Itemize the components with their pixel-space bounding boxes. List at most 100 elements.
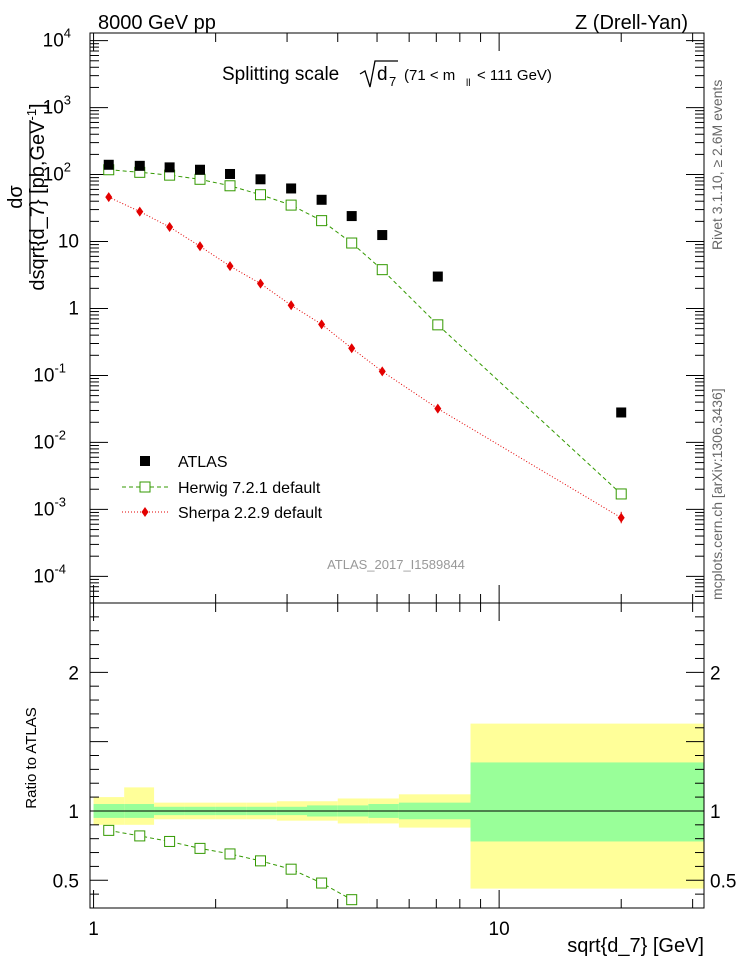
y-tick-label: 10-3 xyxy=(33,494,66,520)
sherpa-line xyxy=(108,196,622,519)
sherpa-point xyxy=(196,241,204,252)
herwig-point xyxy=(254,189,266,201)
ratio-panel: 0.5 0.5 1 1 2 2 1 10 xyxy=(53,602,736,940)
herwig-ratio-point xyxy=(346,894,358,906)
main-y-label-close: ] xyxy=(27,103,49,109)
mcplots-label: mcplots.cern.ch [arXiv:1306.3436] xyxy=(709,388,725,600)
herwig-point xyxy=(194,173,206,185)
herwig-point xyxy=(376,264,388,276)
herwig-point xyxy=(285,199,297,211)
herwig-point xyxy=(432,319,444,331)
atlas-point xyxy=(255,174,266,185)
y-tick-label-base: 10 xyxy=(43,31,64,52)
y-tick-label-base: 10 xyxy=(33,499,54,520)
atlas-point xyxy=(134,160,145,171)
y-tick-label-exp: 2 xyxy=(64,160,71,175)
atlas-point xyxy=(286,183,297,194)
y-tick-label-exp: -3 xyxy=(54,494,66,509)
ratio-y-label: Ratio to ATLAS xyxy=(23,707,40,808)
y-tick-label-exp: -1 xyxy=(54,360,66,375)
main-y-label-top: dσ xyxy=(5,185,27,209)
plot-title-range-sub: ll xyxy=(466,78,470,89)
y-tick-label: 10 xyxy=(58,232,79,253)
sherpa-point xyxy=(226,261,234,272)
x-tick-label: 1 xyxy=(88,919,99,940)
herwig-ratio-point xyxy=(254,855,266,867)
rivet-label: Rivet 3.1.10, ≥ 2.6M events xyxy=(709,80,725,250)
main-y-label-exp: -1 xyxy=(24,109,39,121)
legend-sherpa-marker xyxy=(141,507,149,517)
y-tick-label-base: 10 xyxy=(58,232,79,253)
y-tick-label: 1 xyxy=(68,298,79,319)
y-tick-label-base: 10 xyxy=(33,432,54,453)
herwig-ratio-point xyxy=(103,824,115,836)
y-tick-label: 10-4 xyxy=(33,561,66,587)
ratio-data xyxy=(103,824,358,906)
sherpa-point xyxy=(318,319,326,330)
herwig-line xyxy=(108,169,622,495)
herwig-ratio-point xyxy=(164,835,176,847)
ratio-y-tick-label: 1 xyxy=(68,802,79,823)
sherpa-point xyxy=(617,512,625,523)
y-tick-label-exp: 4 xyxy=(64,26,71,41)
sherpa-point xyxy=(136,206,144,217)
ratio-bands xyxy=(93,723,704,889)
beam-label: 8000 GeV pp xyxy=(98,12,216,34)
plot-title-range-b: < 111 GeV) xyxy=(477,67,552,84)
ratio-band-inner xyxy=(470,762,704,842)
sherpa-point xyxy=(287,300,295,311)
plot-title: Splitting scale d 7 (71 < m ll < 111 GeV… xyxy=(222,60,552,89)
ratio-y-tick-label-right: 2 xyxy=(710,663,721,684)
ratio-y-tick-label: 0.5 xyxy=(53,871,79,892)
atlas-point xyxy=(103,159,114,170)
plot-title-main: Splitting scale xyxy=(222,64,339,85)
herwig-ratio-point xyxy=(224,848,236,860)
legend-atlas-marker xyxy=(140,456,150,466)
legend-herwig-marker xyxy=(139,481,151,493)
y-tick-label-exp: -2 xyxy=(54,427,66,442)
atlas-point xyxy=(195,164,206,175)
sherpa-point xyxy=(378,366,386,377)
y-tick-label: 103 xyxy=(43,93,71,119)
atlas-point xyxy=(616,407,627,418)
y-tick-label-base: 10 xyxy=(43,165,64,186)
herwig-point xyxy=(224,180,236,192)
herwig-ratio-point xyxy=(285,863,297,875)
main-y-label-bottom: dsqrt{d_7} [pb,GeV-1] xyxy=(24,103,49,290)
y-tick-label-base: 10 xyxy=(33,365,54,386)
main-data xyxy=(103,159,627,524)
herwig-point xyxy=(346,237,358,249)
plot-title-var: d xyxy=(377,64,388,85)
y-tick-label-exp: -4 xyxy=(54,561,66,576)
ratio-y-tick-label: 2 xyxy=(68,663,79,684)
atlas-point xyxy=(346,211,357,222)
plot-title-range-a: (71 < m xyxy=(404,67,455,84)
legend-label: Sherpa 2.2.9 default xyxy=(178,505,323,522)
herwig-ratio-point xyxy=(194,842,206,854)
atlas-point xyxy=(432,271,443,282)
process-label: Z (Drell-Yan) xyxy=(575,12,688,34)
herwig-ratio-point xyxy=(134,830,146,842)
sherpa-point xyxy=(348,343,356,354)
y-tick-label-base: 1 xyxy=(68,298,79,319)
y-tick-label: 102 xyxy=(43,160,71,186)
main-y-label-unit: dsqrt{d_7} [pb,GeV xyxy=(27,120,49,291)
herwig-point xyxy=(316,215,328,227)
y-tick-label: 104 xyxy=(43,26,71,52)
y-tick-label-base: 10 xyxy=(33,566,54,587)
ratio-y-tick-label-right: 0.5 xyxy=(710,871,736,892)
atlas-point xyxy=(225,168,236,179)
herwig-point xyxy=(615,488,627,500)
legend-label: Herwig 7.2.1 default xyxy=(178,480,321,497)
sherpa-point xyxy=(256,278,264,289)
legend-label: ATLAS xyxy=(178,454,228,471)
x-axis-label: sqrt{d_7} [GeV] xyxy=(567,935,704,957)
analysis-watermark: ATLAS_2017_I1589844 xyxy=(327,557,465,572)
atlas-point xyxy=(316,194,327,205)
legend: ATLAS Herwig 7.2.1 default Sherpa 2.2.9 de… xyxy=(122,454,323,522)
herwig-ratio-point xyxy=(316,877,328,889)
sqrt-sign xyxy=(359,60,398,88)
x-tick-label: 10 xyxy=(489,919,510,940)
main-y-label: dσ dsqrt{d_7} [pb,GeV-1] xyxy=(5,103,49,290)
